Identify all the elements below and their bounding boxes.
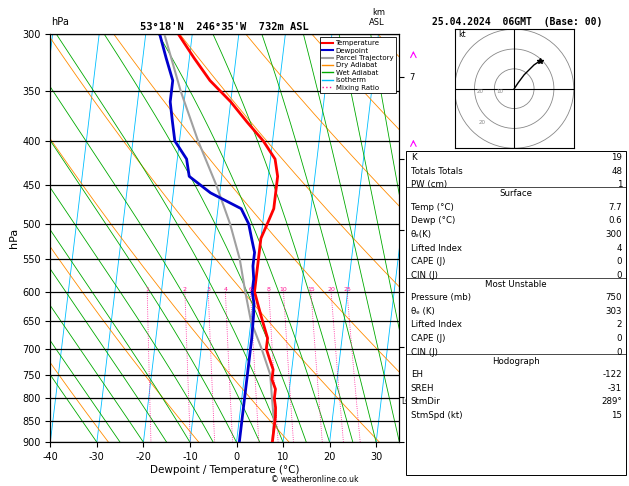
Text: kt: kt [459,30,466,39]
Text: hPa: hPa [52,17,69,27]
Text: 750: 750 [606,293,622,302]
Text: 289°: 289° [601,398,622,406]
Text: Lifted Index: Lifted Index [411,243,462,253]
Text: K: K [411,153,416,162]
Text: 15: 15 [307,287,315,292]
Text: 0: 0 [616,334,622,343]
Text: CAPE (J): CAPE (J) [411,334,445,343]
Text: Lifted Index: Lifted Index [411,320,462,330]
Text: 7.7: 7.7 [608,203,622,212]
Text: © weatheronline.co.uk: © weatheronline.co.uk [270,474,359,484]
Text: StmDir: StmDir [411,398,440,406]
Text: -31: -31 [608,384,622,393]
Text: 0: 0 [616,347,622,357]
Text: 3: 3 [206,287,210,292]
Text: 4: 4 [616,243,622,253]
Text: CIN (J): CIN (J) [411,347,438,357]
Text: 25.04.2024  06GMT  (Base: 00): 25.04.2024 06GMT (Base: 00) [432,17,603,27]
Text: CIN (J): CIN (J) [411,271,438,280]
Text: θₑ (K): θₑ (K) [411,307,435,316]
Text: SREH: SREH [411,384,434,393]
Text: 0: 0 [616,271,622,280]
Y-axis label: Mixing Ratio (g/kg): Mixing Ratio (g/kg) [417,202,426,275]
Text: LCL: LCL [401,397,415,406]
Text: Surface: Surface [499,189,532,198]
Text: 20: 20 [327,287,335,292]
Text: 19: 19 [611,153,622,162]
Y-axis label: hPa: hPa [9,228,19,248]
Text: 300: 300 [606,230,622,239]
Text: θₑ(K): θₑ(K) [411,230,431,239]
Text: CAPE (J): CAPE (J) [411,257,445,266]
Text: 48: 48 [611,167,622,176]
Text: Temp (°C): Temp (°C) [411,203,454,212]
Text: Dewp (°C): Dewp (°C) [411,216,455,226]
Text: 20: 20 [479,121,486,125]
Text: 2: 2 [183,287,187,292]
Text: 1: 1 [145,287,149,292]
Text: 303: 303 [606,307,622,316]
Text: 10: 10 [496,88,503,94]
Text: 1: 1 [616,180,622,190]
Text: Hodograph: Hodograph [492,357,540,365]
Title: 53°18'N  246°35'W  732m ASL: 53°18'N 246°35'W 732m ASL [140,22,309,32]
Text: EH: EH [411,370,423,379]
Text: 0: 0 [616,257,622,266]
Text: 0.6: 0.6 [608,216,622,226]
Text: -122: -122 [603,370,622,379]
Text: 20: 20 [477,88,484,94]
Text: Pressure (mb): Pressure (mb) [411,293,470,302]
Text: 4: 4 [223,287,228,292]
Text: 25: 25 [343,287,351,292]
Text: Most Unstable: Most Unstable [485,279,547,289]
Text: 8: 8 [267,287,271,292]
Text: PW (cm): PW (cm) [411,180,447,190]
Legend: Temperature, Dewpoint, Parcel Trajectory, Dry Adiabat, Wet Adiabat, Isotherm, Mi: Temperature, Dewpoint, Parcel Trajectory… [320,37,396,93]
Text: 10: 10 [280,287,287,292]
Text: StmSpd (kt): StmSpd (kt) [411,411,462,420]
Text: km
ASL: km ASL [369,8,385,27]
Text: Totals Totals: Totals Totals [411,167,462,176]
X-axis label: Dewpoint / Temperature (°C): Dewpoint / Temperature (°C) [150,465,299,475]
Text: 15: 15 [611,411,622,420]
Text: 2: 2 [616,320,622,330]
Text: 6: 6 [248,287,252,292]
